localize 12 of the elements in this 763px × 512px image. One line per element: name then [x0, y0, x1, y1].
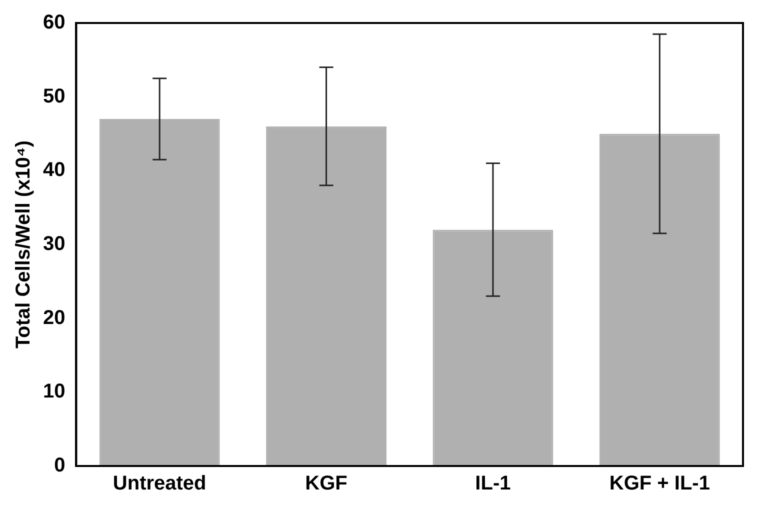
y-tick-label: 20	[42, 306, 66, 329]
x-tick-label: Untreated	[112, 472, 206, 495]
y-tick-label: 50	[42, 85, 66, 108]
y-tick-label: 30	[42, 233, 66, 256]
y-tick-label: 10	[42, 380, 66, 403]
y-tick-label: 0	[54, 454, 66, 477]
x-tick-label: KGF	[305, 472, 348, 495]
y-tick-label: 60	[42, 12, 66, 34]
x-tick-label: IL-1	[475, 472, 511, 495]
y-tick-label: 40	[42, 159, 66, 182]
x-tick-label: KGF + IL-1	[609, 472, 710, 495]
y-axis-title: Total Cells/Well (x10⁴)	[12, 140, 35, 349]
